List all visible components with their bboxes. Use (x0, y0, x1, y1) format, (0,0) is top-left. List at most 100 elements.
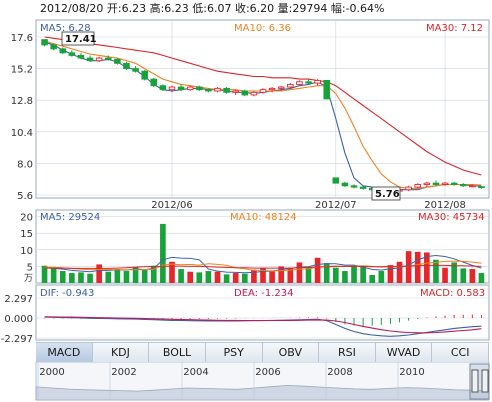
volume-bar (469, 269, 476, 283)
tab-cci[interactable]: CCI (432, 343, 489, 362)
tab-rsi[interactable]: RSI (319, 343, 376, 362)
candle-body (196, 86, 203, 91)
candle (332, 177, 340, 184)
volume-bar (87, 273, 93, 283)
volume-bar (123, 271, 130, 283)
candle-body (132, 68, 139, 72)
candle-body (259, 89, 267, 93)
timeline-year-label: 2010 (399, 367, 424, 378)
candle (168, 85, 176, 93)
candle (287, 83, 294, 89)
candle (341, 181, 349, 188)
macd-panel-frame (35, 284, 490, 341)
tab-macd[interactable]: MACD (36, 343, 93, 362)
macd-y-tick: -2.297 (1, 334, 33, 345)
candle-body (104, 57, 112, 60)
volume-bar (251, 269, 257, 283)
volume-ma30-label: MA30: 45734 (418, 212, 485, 223)
timeline-year-label: 2006 (255, 367, 280, 378)
volume-ma-lines (44, 254, 482, 274)
volume-bar (59, 271, 66, 283)
candle-body (341, 182, 349, 187)
volume-y-tick: 5 (27, 262, 33, 273)
high-marker: 17.41 (61, 31, 97, 46)
candle (86, 55, 94, 63)
timeline-year-label: 2008 (327, 367, 352, 378)
tab-boll[interactable]: BOLL (149, 343, 206, 362)
price-x-axis: 2012/06 2012/07 2012/08 (151, 200, 466, 211)
tab-psy[interactable]: PSY (205, 343, 263, 362)
candle-body (323, 79, 330, 100)
volume-bar (387, 265, 394, 283)
macd-lines (44, 316, 482, 337)
macd-panel: 2.297 0.000 -2.297 DIF: -0.943 DEA: -1.234… (1, 284, 490, 345)
tab-kdj[interactable]: KDJ (92, 343, 150, 362)
price-ma30-line (44, 36, 482, 176)
candle (223, 87, 230, 94)
volume-bar (78, 272, 84, 283)
price-y-axis: 17.6 15.2 12.8 10.4 8.0 5.6 (11, 33, 33, 202)
candle (77, 52, 85, 60)
candle-body (95, 57, 103, 62)
low-marker-label: 5.76 (375, 189, 400, 200)
candle-body (86, 57, 94, 62)
candle-body (441, 182, 449, 185)
candle (414, 183, 422, 189)
timeline-right-handle[interactable] (481, 369, 489, 393)
macd-dif-label: DIF: -0.943 (40, 288, 94, 299)
volume-ma10-label: MA10: 48124 (230, 212, 297, 223)
volume-bar (141, 269, 148, 283)
timeline-year-label: 2002 (111, 367, 136, 378)
candle (250, 90, 258, 97)
tab-obv[interactable]: OBV (262, 343, 320, 362)
volume-bar (232, 273, 239, 283)
candle-body (423, 182, 431, 185)
price-ma5-label: MA5: 6.28 (40, 23, 91, 34)
volume-bar (342, 271, 348, 283)
volume-bar (269, 270, 275, 283)
price-x-tick: 2012/08 (424, 200, 466, 211)
candle (123, 62, 130, 70)
candle (350, 184, 358, 189)
price-y-tick: 15.2 (11, 65, 33, 76)
price-panel-frame (35, 19, 490, 199)
timeline-left-handle[interactable] (471, 369, 479, 393)
candle (305, 79, 312, 85)
candle-body (478, 186, 485, 189)
candle (314, 79, 321, 86)
candle-body (150, 78, 158, 87)
volume-bar (296, 262, 303, 283)
volume-ma30-line (44, 264, 482, 269)
candle (241, 89, 249, 97)
volume-bar (332, 267, 339, 283)
candle-body (123, 62, 130, 70)
volume-bar (405, 251, 412, 283)
volume-bar (442, 267, 448, 283)
candle-body (68, 52, 76, 56)
candle-body (250, 91, 258, 96)
candle (441, 181, 449, 186)
volume-y-tick: 10 (20, 246, 33, 257)
volume-bar (187, 271, 194, 283)
candle-body (268, 87, 276, 91)
volume-bar (205, 271, 212, 283)
volume-bar (196, 272, 203, 283)
candle-body (314, 79, 321, 84)
timeline-navigator[interactable]: 2000 2002 2004 2006 2008 2010 (35, 361, 490, 401)
price-grid (36, 20, 489, 198)
volume-unit: 万 (24, 274, 33, 284)
volume-bar (169, 261, 175, 283)
tab-wvad[interactable]: WVAD (375, 343, 433, 362)
candle (277, 85, 285, 91)
volume-bar (41, 265, 48, 283)
candle-body (59, 48, 67, 54)
price-panel: 17.615.212.810.48.05.6 2012/06 2012/07 201… (11, 19, 490, 211)
volume-bar (69, 273, 75, 283)
volume-y-tick: 15 (20, 229, 33, 240)
timeline-year-label: 2000 (39, 367, 64, 378)
candle-body (305, 81, 312, 84)
candle-body (177, 86, 185, 91)
candle (95, 56, 103, 63)
candle-body (232, 90, 239, 93)
